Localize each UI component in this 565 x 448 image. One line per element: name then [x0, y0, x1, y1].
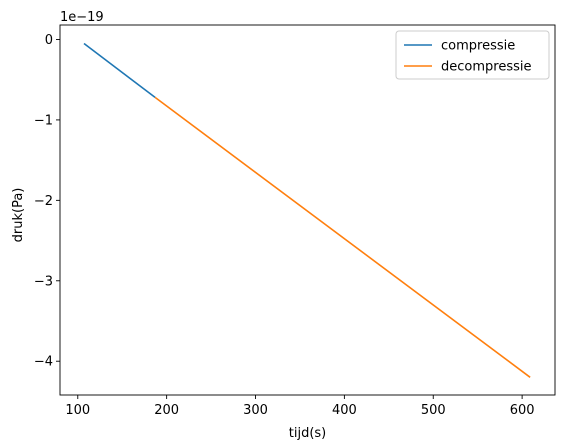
- x-tick-label: 600: [510, 403, 535, 418]
- x-tick-label: 400: [332, 403, 357, 418]
- y-tick-label: −2: [34, 194, 53, 209]
- x-tick-label: 500: [421, 403, 446, 418]
- x-tick-label: 300: [243, 403, 268, 418]
- axes-frame: [59, 24, 556, 396]
- series-line-decompressie: [154, 96, 531, 378]
- series-layer: [83, 42, 531, 378]
- series-line-compressie: [83, 42, 156, 99]
- axes-layer: 100 200 300 400 500 600 0 −1 −2 −3 −4: [34, 24, 556, 418]
- legend-label-compressie: compressie: [441, 39, 515, 54]
- legend-label-decompressie: decompressie: [441, 60, 531, 75]
- y-tick-label: 0: [45, 33, 53, 48]
- y-axis-label: druk(Pa): [11, 188, 26, 243]
- y-tick-label: −3: [34, 274, 53, 289]
- x-tick-label: 200: [154, 403, 179, 418]
- x-tick-label: 100: [65, 403, 90, 418]
- y-tick-label: −1: [34, 113, 53, 128]
- legend-box: [395, 30, 550, 80]
- y-axis-offset-label: 1e−19: [60, 10, 104, 25]
- x-axis-label: tijd(s): [289, 426, 327, 441]
- y-tick-label: −4: [34, 355, 53, 370]
- legend: compressie decompressie: [395, 30, 550, 80]
